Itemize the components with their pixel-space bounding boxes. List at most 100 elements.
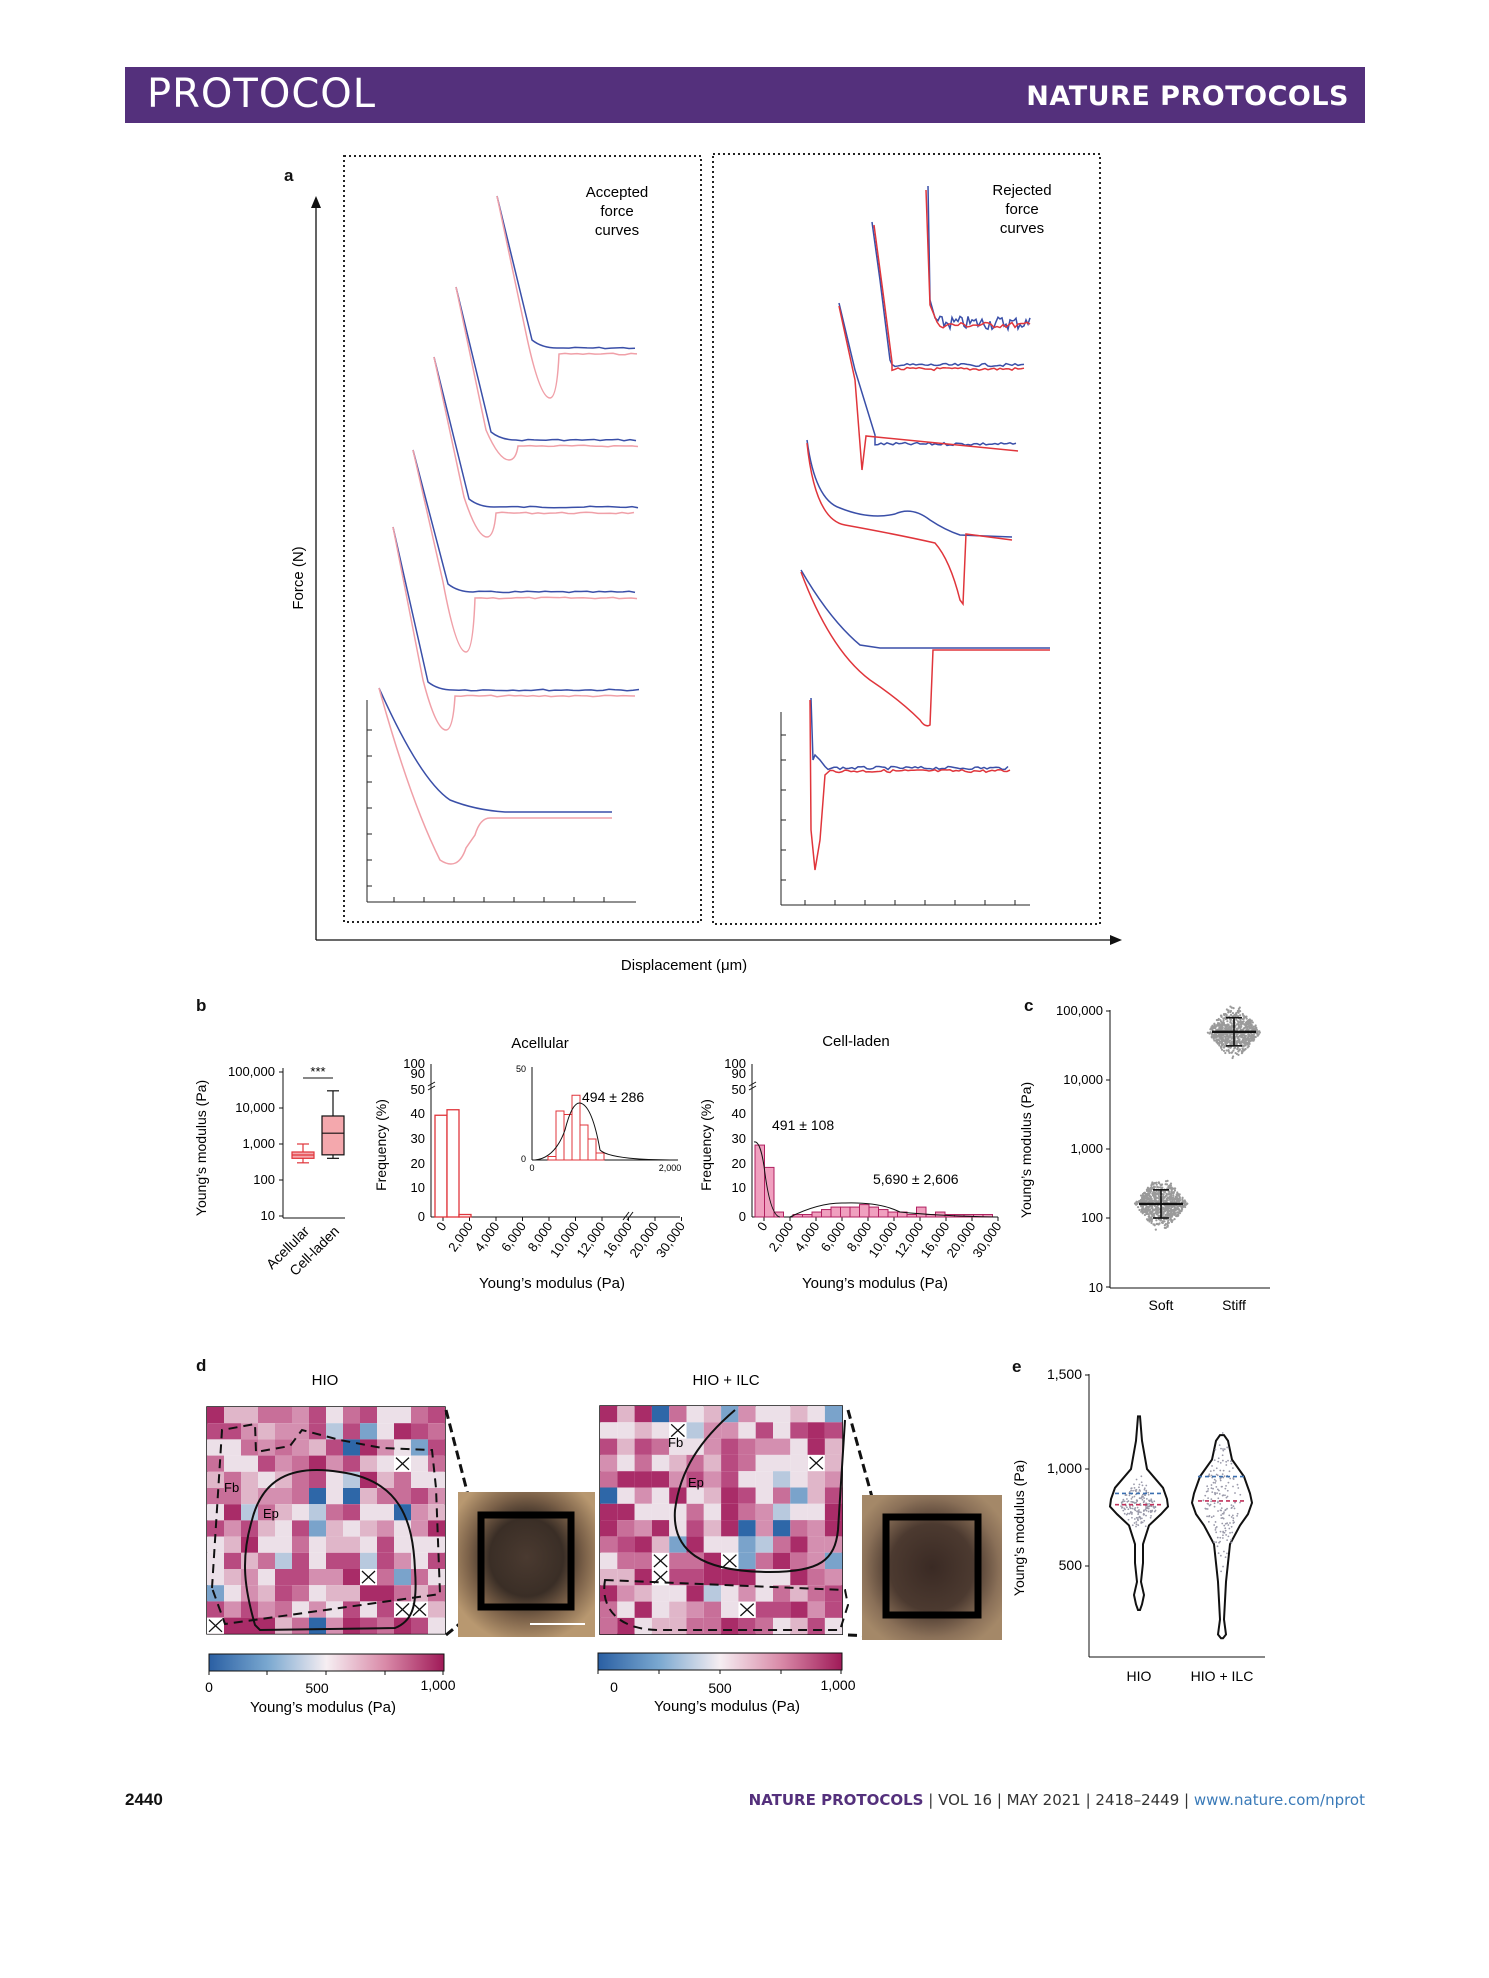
violin-point	[1140, 1481, 1143, 1484]
x-tick-label: 6,000	[818, 1219, 849, 1254]
scatter-point	[1166, 1224, 1169, 1227]
scatter-point	[1182, 1204, 1185, 1208]
scatter-point	[1147, 1213, 1150, 1216]
violin-point	[1131, 1507, 1134, 1510]
violin-point	[1225, 1464, 1228, 1466]
heatmap-cell	[326, 1455, 343, 1472]
scatter-point	[1138, 1208, 1141, 1212]
cellladen-ytick: 100	[724, 1056, 746, 1071]
heatmap-cell	[343, 1439, 360, 1456]
heatmap-cell	[360, 1536, 377, 1553]
cellladen-bar	[916, 1206, 927, 1218]
violin-point	[1120, 1505, 1122, 1508]
scatter-point	[1157, 1186, 1160, 1189]
violin-point	[1150, 1510, 1153, 1513]
violin-point	[1151, 1501, 1154, 1504]
heatmap-cell	[258, 1471, 275, 1488]
violin-point	[1153, 1500, 1156, 1503]
violin-point	[1229, 1477, 1232, 1480]
violin-point	[1231, 1467, 1234, 1469]
violin-point	[1223, 1550, 1225, 1553]
scatter-point	[1240, 1050, 1243, 1053]
heatmap-cell	[207, 1569, 224, 1586]
scatter-point	[1217, 1017, 1220, 1021]
heatmap-cell	[343, 1536, 360, 1553]
scatter-point	[1242, 1041, 1245, 1044]
violin-point	[1226, 1495, 1229, 1498]
heatmap-cell	[703, 1536, 722, 1553]
scatter-point	[1236, 1015, 1240, 1018]
heatmap-cell	[411, 1520, 428, 1537]
acellular-ytick: 90	[411, 1066, 425, 1081]
scatter-point	[1173, 1208, 1176, 1211]
heatmap-cell	[241, 1423, 258, 1440]
violin-point	[1210, 1500, 1212, 1503]
heatmap-cell	[394, 1488, 411, 1505]
heatmap-cell	[600, 1503, 618, 1521]
heatmap-cell	[326, 1504, 343, 1521]
violin-point	[1126, 1506, 1128, 1509]
panel-letter-d: d	[196, 1356, 207, 1375]
heatmap-cell	[224, 1552, 241, 1569]
cellladen-ytick: 20	[732, 1156, 746, 1171]
scatter-point	[1222, 1023, 1225, 1026]
scatter-point	[1252, 1025, 1255, 1028]
heatmap-cell	[790, 1617, 808, 1635]
panel-c-figure: Young’s modulus (Pa) 100,000 10,000 1,00…	[1018, 1003, 1270, 1313]
cellladen-ytick: 0	[739, 1209, 746, 1224]
inset-xtick: 2,000	[659, 1163, 682, 1173]
heatmap-cell	[703, 1601, 722, 1618]
violin-point	[1206, 1485, 1209, 1488]
heatmap-cell	[275, 1407, 292, 1424]
heatmap-cell	[651, 1454, 670, 1472]
scatter-group-stiff	[1206, 1005, 1261, 1060]
heatmap-cell	[669, 1454, 687, 1472]
heatmap-cell	[755, 1406, 773, 1423]
violin-point	[1140, 1522, 1143, 1524]
heatmap-cell	[224, 1520, 241, 1537]
scatter-point	[1163, 1210, 1167, 1213]
heatmap-cell	[309, 1552, 326, 1569]
heatmap-cell	[275, 1552, 292, 1569]
c-ytick: 100	[1081, 1210, 1103, 1225]
c-ylabel: Young’s modulus (Pa)	[1018, 1082, 1034, 1218]
heatmap-cell	[292, 1617, 309, 1634]
significance-stars: ***	[310, 1064, 325, 1079]
heatmap-cell	[721, 1487, 739, 1504]
heatmap-cell	[360, 1552, 377, 1569]
heatmap-cell	[651, 1601, 670, 1618]
violin-point	[1145, 1506, 1148, 1509]
scatter-point	[1238, 1034, 1242, 1037]
inset-bar	[595, 1152, 605, 1161]
heatmap-cell	[224, 1569, 241, 1586]
heatmap-cell	[360, 1617, 377, 1634]
heatmap-cell	[275, 1423, 292, 1440]
scatter-point	[1156, 1212, 1159, 1216]
scatter-point	[1245, 1028, 1248, 1031]
footer-url[interactable]: www.nature.com/nprot	[1193, 1791, 1365, 1809]
violin-point	[1225, 1460, 1228, 1463]
heatmap-cell	[360, 1439, 377, 1456]
heatmap-cell	[600, 1585, 618, 1602]
violin-point	[1224, 1529, 1227, 1532]
heatmap-cell	[343, 1455, 360, 1472]
heatmap-cell	[703, 1503, 722, 1521]
heatmap-cell	[634, 1536, 652, 1553]
heatmap-cell	[773, 1438, 791, 1455]
heatmap-cell	[755, 1536, 773, 1553]
heatmap-cell	[600, 1422, 618, 1439]
heatmap-cell	[617, 1536, 635, 1553]
heatmap-cell	[755, 1569, 773, 1586]
acellular-yticks: 100 90 50 40 30 20 10 0	[403, 1056, 425, 1224]
scatter-point	[1238, 1006, 1241, 1009]
violin-point	[1228, 1514, 1231, 1517]
scatter-point	[1153, 1193, 1156, 1196]
heatmap-cell	[275, 1520, 292, 1537]
violin-point	[1226, 1552, 1228, 1555]
cellladen-bar	[878, 1209, 889, 1218]
heatmap-cell	[309, 1471, 326, 1488]
heatmap-cell	[669, 1585, 687, 1602]
heatmap-cell	[411, 1585, 428, 1602]
violin-point	[1209, 1503, 1212, 1506]
cellladen-bar	[868, 1206, 879, 1218]
